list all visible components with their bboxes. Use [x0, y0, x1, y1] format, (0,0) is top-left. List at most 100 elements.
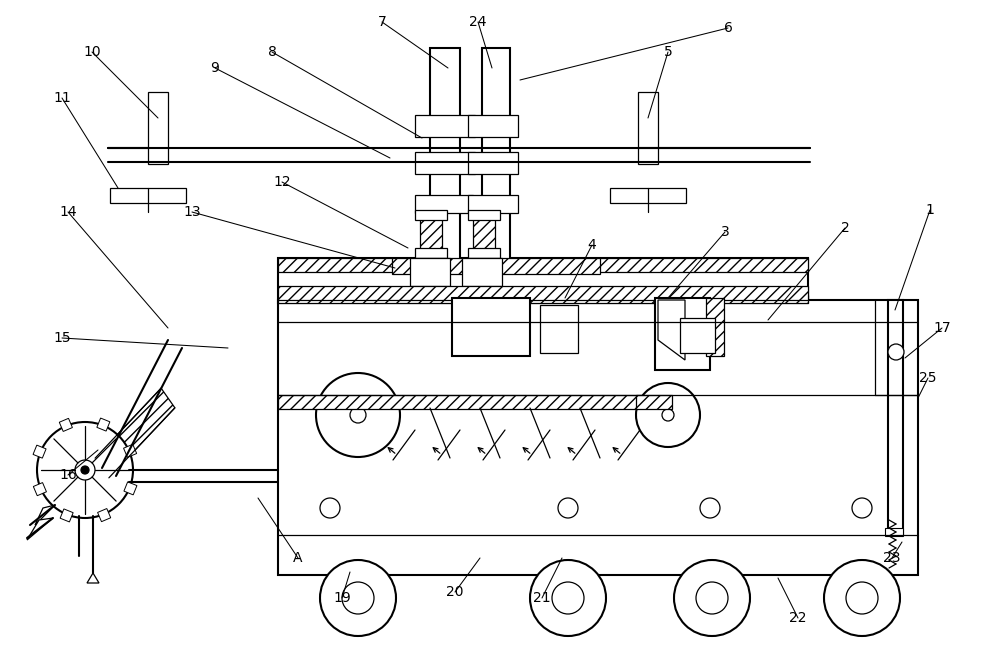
Text: 13: 13 [183, 205, 201, 219]
Bar [392, 258, 600, 274]
Text: A: A [293, 551, 303, 565]
Bar [638, 92, 658, 164]
Bar [415, 152, 475, 174]
Polygon shape [97, 418, 110, 431]
Polygon shape [35, 505, 55, 525]
Bar [148, 92, 168, 164]
Polygon shape [658, 300, 685, 360]
Bar [415, 115, 475, 137]
Text: 21: 21 [533, 591, 551, 605]
Polygon shape [87, 573, 99, 583]
Circle shape [320, 498, 340, 518]
Bar [487, 300, 494, 355]
Bar [430, 48, 460, 263]
Bar [415, 248, 447, 258]
Circle shape [558, 498, 578, 518]
Bar [511, 300, 518, 355]
Bar [471, 300, 478, 355]
Bar [415, 210, 447, 220]
Bar [410, 258, 450, 286]
Bar [462, 258, 502, 286]
Text: 8: 8 [268, 45, 276, 59]
Circle shape [552, 582, 584, 614]
Bar [278, 258, 808, 272]
Circle shape [846, 582, 878, 614]
Bar [468, 152, 518, 174]
Circle shape [674, 560, 750, 636]
Text: 1: 1 [926, 203, 934, 217]
Text: 19: 19 [333, 591, 351, 605]
Bar [420, 215, 442, 250]
Bar [110, 188, 186, 203]
Bar [468, 195, 518, 213]
Bar [463, 300, 470, 355]
Circle shape [342, 582, 374, 614]
Bar [519, 300, 526, 355]
Circle shape [320, 560, 396, 636]
Bar [415, 195, 473, 213]
Bar [610, 188, 686, 203]
Text: 5: 5 [664, 45, 672, 59]
Polygon shape [60, 509, 73, 522]
Bar [482, 48, 510, 263]
Bar [455, 300, 462, 355]
Circle shape [700, 498, 720, 518]
Bar [468, 248, 500, 258]
Bar [278, 286, 808, 300]
Circle shape [662, 409, 674, 421]
Bar [452, 298, 530, 356]
Circle shape [852, 498, 872, 518]
Text: 10: 10 [83, 45, 101, 59]
Bar [503, 300, 510, 355]
Circle shape [824, 560, 900, 636]
Text: 22: 22 [789, 611, 807, 625]
Circle shape [75, 460, 95, 480]
Text: 6: 6 [724, 21, 732, 35]
Polygon shape [59, 419, 72, 431]
Bar [540, 305, 578, 353]
Bar [479, 300, 486, 355]
Text: 12: 12 [273, 175, 291, 189]
Circle shape [888, 344, 904, 360]
Bar [680, 318, 715, 353]
Bar [473, 215, 495, 250]
Text: 24: 24 [469, 15, 487, 29]
Circle shape [636, 383, 700, 447]
Bar [655, 298, 710, 370]
Text: 23: 23 [883, 551, 901, 565]
Text: 20: 20 [446, 585, 464, 599]
Bar [278, 295, 808, 303]
Bar [706, 298, 724, 356]
Bar [636, 395, 672, 409]
Bar [495, 300, 502, 355]
Bar [278, 258, 808, 303]
Circle shape [530, 560, 606, 636]
Bar [468, 210, 500, 220]
Circle shape [81, 466, 89, 474]
Bar [278, 395, 678, 409]
Bar [885, 528, 903, 536]
Text: 9: 9 [211, 61, 219, 75]
Circle shape [350, 407, 366, 423]
Polygon shape [124, 444, 137, 458]
Text: 11: 11 [53, 91, 71, 105]
Text: 15: 15 [53, 331, 71, 345]
Text: 25: 25 [919, 371, 937, 385]
Text: 14: 14 [59, 205, 77, 219]
Polygon shape [98, 509, 111, 521]
Circle shape [316, 373, 400, 457]
Bar [278, 300, 918, 575]
Polygon shape [27, 518, 53, 540]
Polygon shape [124, 482, 137, 495]
Bar [888, 300, 903, 535]
Circle shape [37, 422, 133, 518]
Bar [468, 115, 518, 137]
Text: 17: 17 [933, 321, 951, 335]
Polygon shape [95, 388, 175, 478]
Polygon shape [33, 482, 46, 496]
Text: 16: 16 [59, 468, 77, 482]
Text: 7: 7 [378, 15, 386, 29]
Circle shape [696, 582, 728, 614]
Text: 4: 4 [588, 238, 596, 252]
Polygon shape [33, 445, 46, 458]
